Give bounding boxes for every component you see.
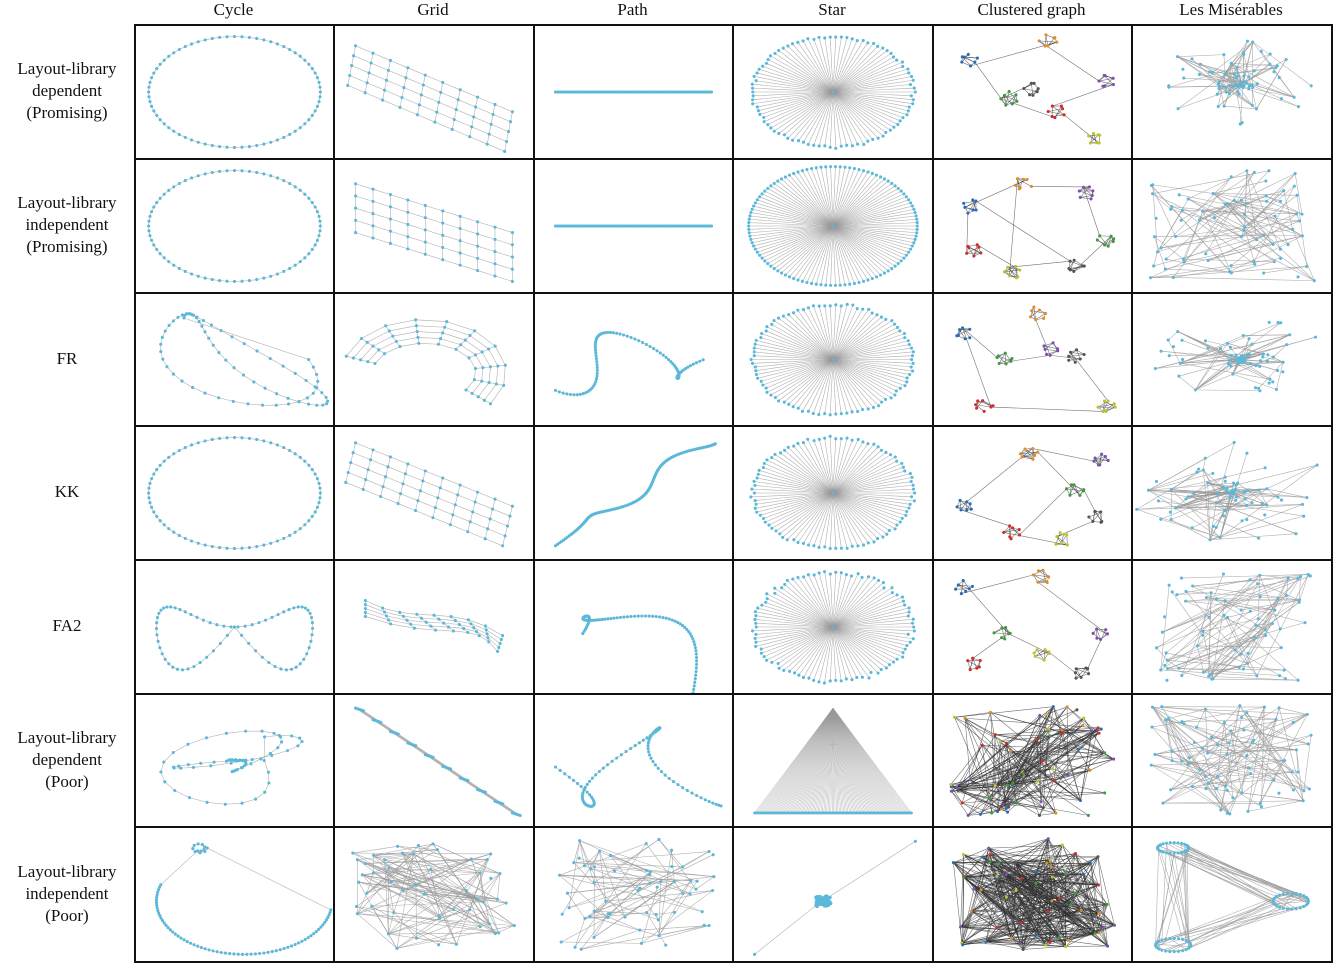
layout-cell-2-5 — [932, 158, 1133, 294]
graph-drawing — [934, 828, 1131, 961]
graph-drawing — [535, 828, 732, 961]
layout-cell-6-5 — [932, 693, 1133, 828]
layout-cell-2-3 — [533, 158, 734, 294]
graph-drawing — [734, 427, 932, 559]
layout-cell-1-6 — [1131, 24, 1333, 160]
layout-cell-7-3 — [533, 826, 734, 963]
column-header: Star — [732, 0, 932, 22]
graph-drawing — [1133, 828, 1331, 961]
graph-drawing — [335, 160, 533, 292]
graph-drawing — [1133, 294, 1331, 425]
graph-drawing — [934, 26, 1131, 158]
graph-drawing — [335, 561, 533, 693]
graph-drawing — [535, 561, 732, 693]
layout-cell-4-2 — [333, 425, 535, 561]
layout-cell-5-3 — [533, 559, 734, 695]
layout-cell-7-5 — [932, 826, 1133, 963]
layout-cell-7-4 — [732, 826, 934, 963]
graph-drawing — [335, 26, 533, 158]
column-header: Path — [533, 0, 732, 22]
layout-cell-3-5 — [932, 292, 1133, 427]
graph-drawing — [535, 26, 732, 158]
layout-cell-7-2 — [333, 826, 535, 963]
graph-drawing — [136, 561, 333, 693]
row-header: Layout-library dependent (Poor) — [0, 693, 134, 826]
layout-cell-4-5 — [932, 425, 1133, 561]
row-header: FA2 — [0, 559, 134, 693]
column-header: Grid — [333, 0, 533, 22]
row-header: FR — [0, 292, 134, 425]
layout-cell-2-4 — [732, 158, 934, 294]
layout-cell-3-2 — [333, 292, 535, 427]
graph-drawing — [734, 160, 932, 292]
column-header: Clustered graph — [932, 0, 1131, 22]
layout-cell-6-2 — [333, 693, 535, 828]
column-header: Cycle — [134, 0, 333, 22]
layout-cell-1-2 — [333, 24, 535, 160]
layout-cell-3-3 — [533, 292, 734, 427]
row-header: Layout-library dependent (Promising) — [0, 24, 134, 158]
graph-drawing — [734, 294, 932, 425]
layout-cell-7-6 — [1131, 826, 1333, 963]
graph-drawing — [136, 294, 333, 425]
layout-cell-4-6 — [1131, 425, 1333, 561]
layout-cell-5-5 — [932, 559, 1133, 695]
graph-drawing — [934, 160, 1131, 292]
graph-drawing — [535, 695, 732, 826]
layout-cell-5-6 — [1131, 559, 1333, 695]
layout-cell-4-3 — [533, 425, 734, 561]
graph-drawing — [136, 695, 333, 826]
layout-cell-3-4 — [732, 292, 934, 427]
column-header: Les Misérables — [1131, 0, 1331, 22]
graph-drawing — [1133, 695, 1331, 826]
graph-drawing — [535, 160, 732, 292]
graph-drawing — [734, 561, 932, 693]
graph-drawing — [934, 294, 1131, 425]
graph-drawing — [335, 294, 533, 425]
graph-drawing — [335, 427, 533, 559]
layout-cell-3-6 — [1131, 292, 1333, 427]
graph-drawing — [535, 427, 732, 559]
graph-drawing — [734, 828, 932, 961]
layout-cell-7-1 — [134, 826, 335, 963]
layout-cell-1-1 — [134, 24, 335, 160]
layout-cell-2-1 — [134, 158, 335, 294]
layout-cell-6-1 — [134, 693, 335, 828]
graph-drawing — [535, 294, 732, 425]
graph-drawing — [1133, 427, 1331, 559]
graph-drawing — [734, 26, 932, 158]
layout-cell-4-4 — [732, 425, 934, 561]
layout-cell-6-6 — [1131, 693, 1333, 828]
layout-cell-5-2 — [333, 559, 535, 695]
layout-cell-1-3 — [533, 24, 734, 160]
layout-cell-6-3 — [533, 693, 734, 828]
graph-drawing — [335, 828, 533, 961]
layout-cell-5-1 — [134, 559, 335, 695]
graph-drawing — [136, 828, 333, 961]
layout-cell-4-1 — [134, 425, 335, 561]
layout-cell-1-4 — [732, 24, 934, 160]
graph-drawing — [136, 26, 333, 158]
graph-drawing — [734, 695, 932, 826]
layout-cell-1-5 — [932, 24, 1133, 160]
graph-drawing — [136, 160, 333, 292]
graph-drawing — [136, 427, 333, 559]
graph-drawing — [934, 695, 1131, 826]
layout-cell-5-4 — [732, 559, 934, 695]
graph-drawing — [934, 561, 1131, 693]
graph-drawing — [335, 695, 533, 826]
layout-cell-2-2 — [333, 158, 535, 294]
graph-drawing — [1133, 160, 1331, 292]
graph-drawing — [1133, 561, 1331, 693]
graph-drawing — [934, 427, 1131, 559]
layout-cell-3-1 — [134, 292, 335, 427]
graph-drawing — [1133, 26, 1331, 158]
row-header: KK — [0, 425, 134, 559]
row-header: Layout-library independent (Poor) — [0, 826, 134, 961]
row-header: Layout-library independent (Promising) — [0, 158, 134, 292]
layout-cell-2-6 — [1131, 158, 1333, 294]
layout-cell-6-4 — [732, 693, 934, 828]
